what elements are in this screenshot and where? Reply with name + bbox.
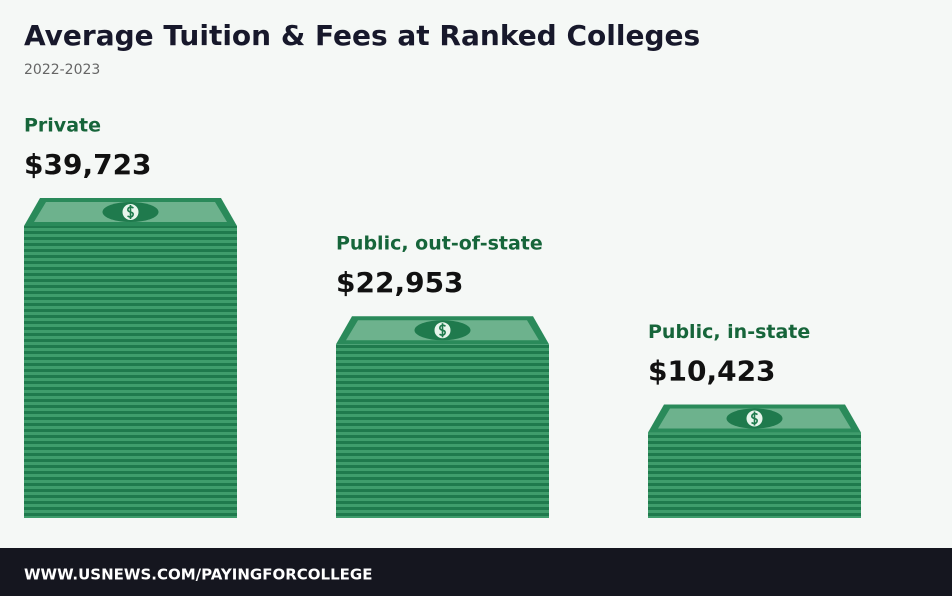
footer-bar xyxy=(0,548,952,596)
chart-title: Average Tuition & Fees at Ranked College… xyxy=(24,19,700,52)
category-label: Public, in-state xyxy=(648,321,810,343)
bar xyxy=(24,226,237,518)
bill-dollar xyxy=(127,205,134,219)
value-label: $22,953 xyxy=(336,266,464,299)
value-label: $39,723 xyxy=(24,148,152,181)
bill-dollar xyxy=(439,323,446,338)
value-label: $10,423 xyxy=(648,355,776,388)
bill-dollar xyxy=(751,411,758,426)
category-label: Private xyxy=(24,115,101,137)
footer-url: WWW.USNEWS.COM/PAYINGFORCOLLEGE xyxy=(24,566,372,584)
bar xyxy=(648,432,861,518)
bar xyxy=(336,344,549,518)
category-label: Public, out-of-state xyxy=(336,233,543,255)
chart-subtitle: 2022-2023 xyxy=(24,62,100,78)
